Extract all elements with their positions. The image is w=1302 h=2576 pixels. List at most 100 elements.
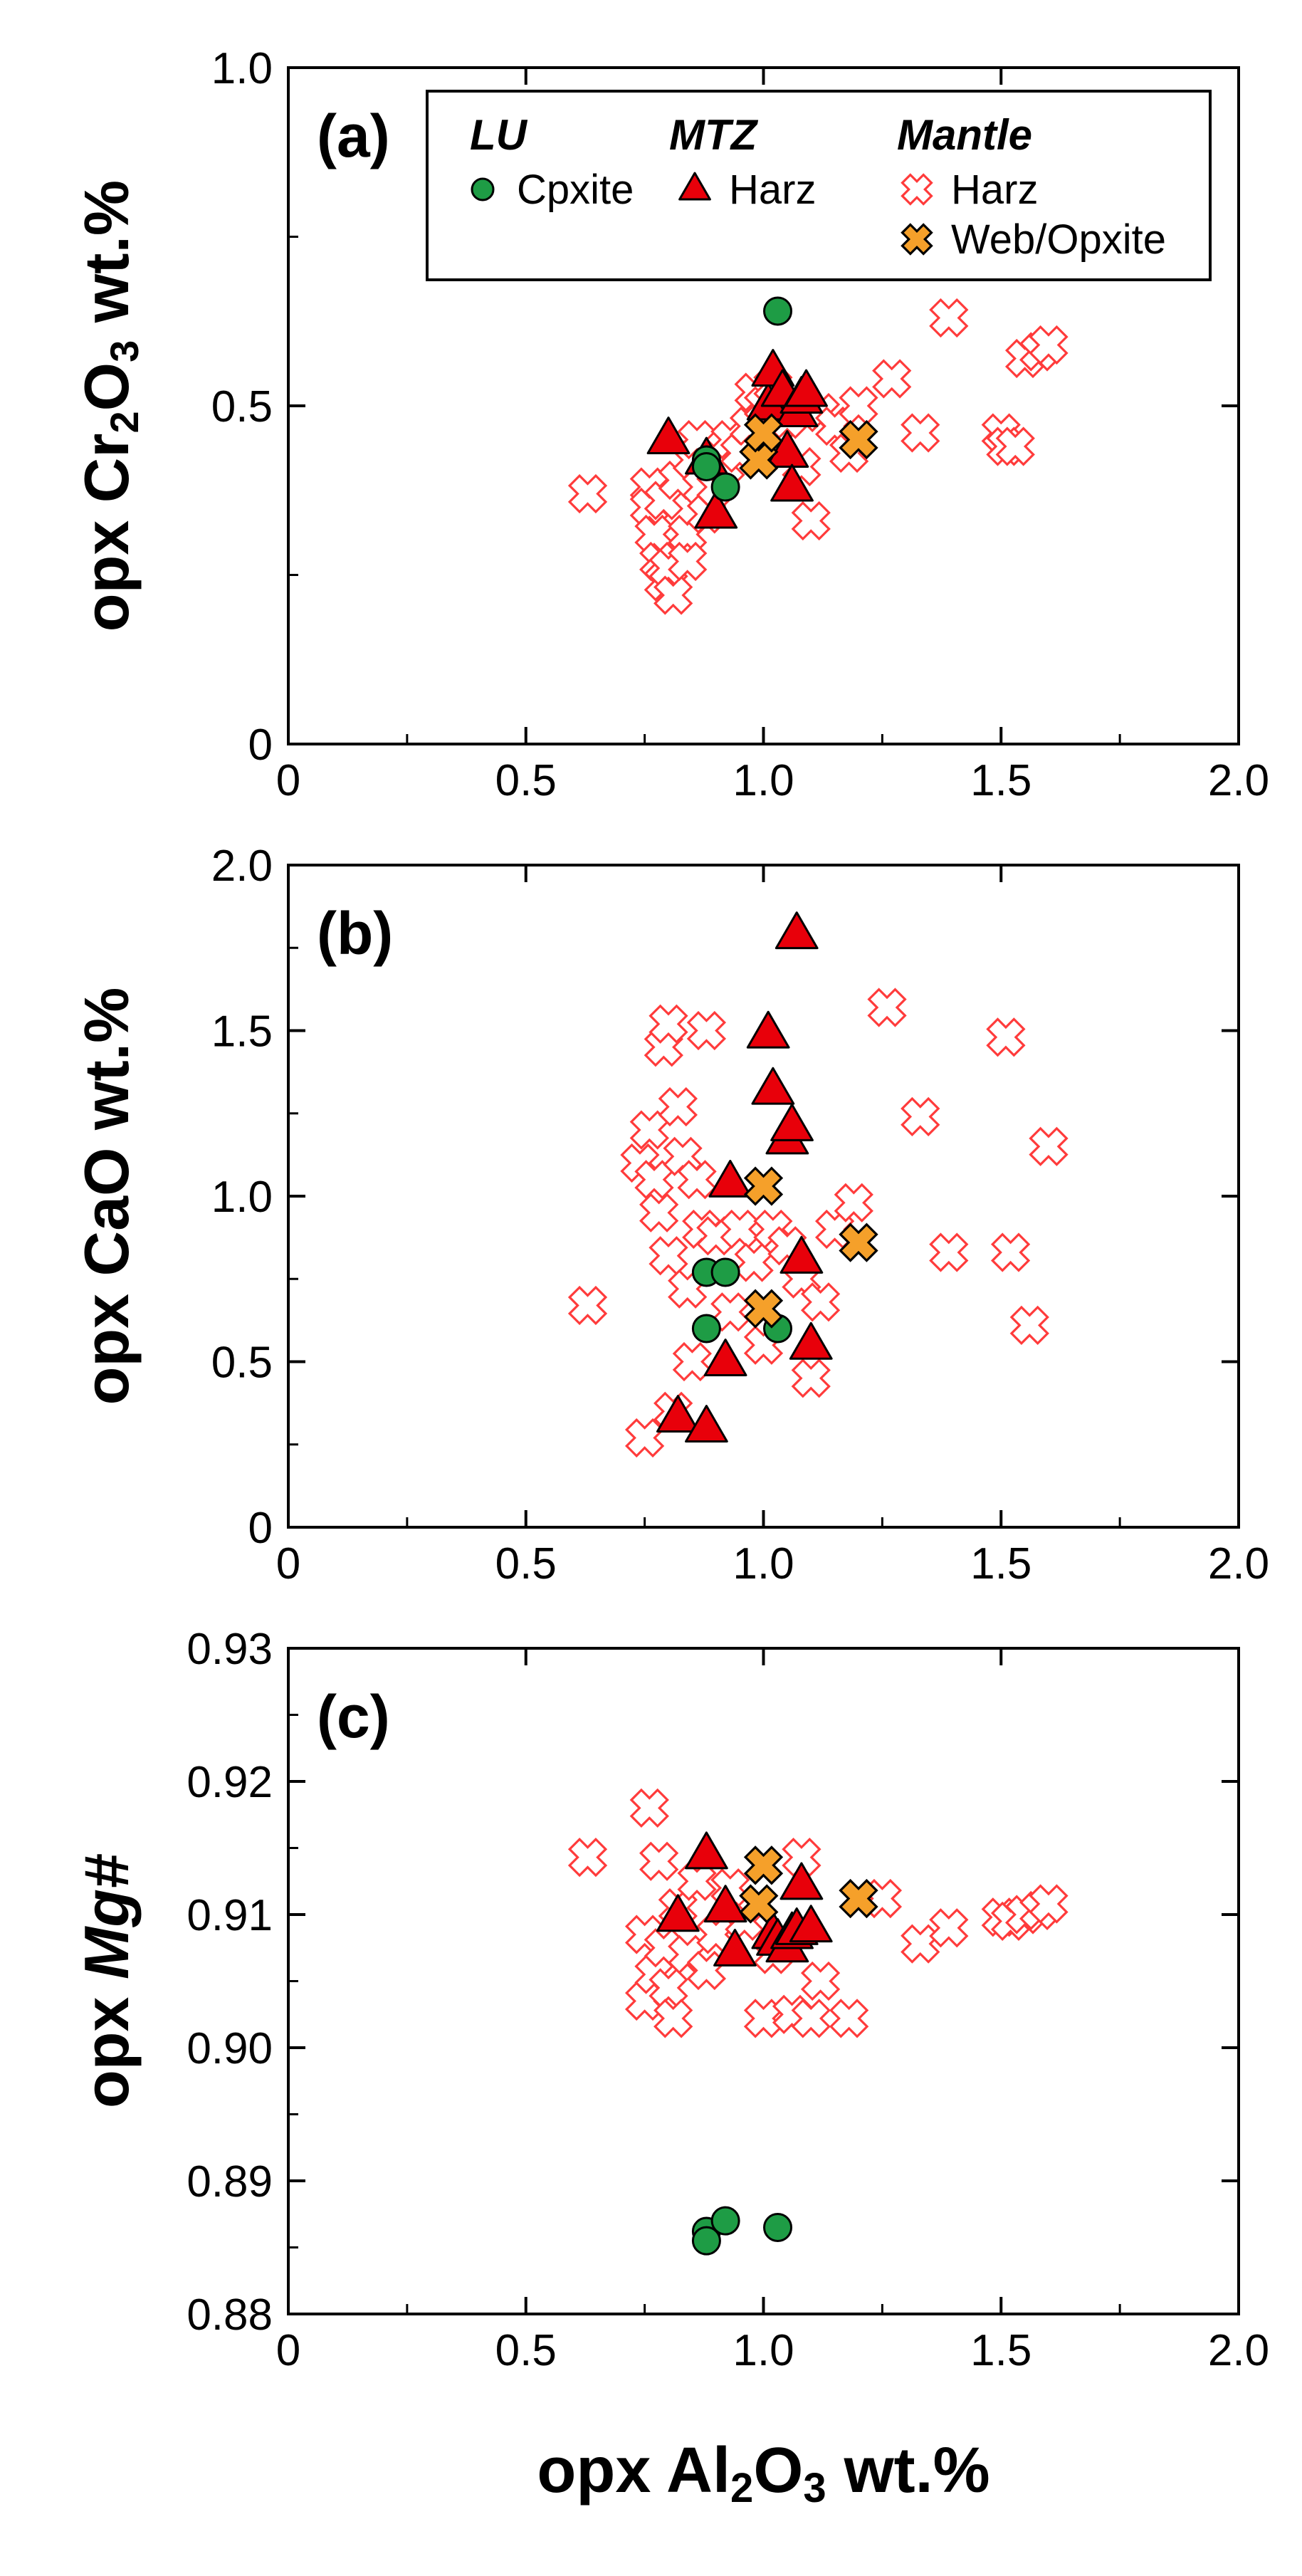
y-tick-label: 0.5 <box>211 382 273 431</box>
data-point <box>743 1166 784 1206</box>
data-point <box>649 1004 688 1044</box>
data-point <box>990 1232 1031 1272</box>
panel-label: (c) <box>317 1683 390 1750</box>
data-point <box>691 1314 721 1344</box>
y-tick-label: 2.0 <box>211 842 273 891</box>
data-point <box>751 1067 795 1105</box>
data-point <box>901 1924 940 1964</box>
x-tick-label: 1.0 <box>733 756 794 805</box>
data-point <box>986 1017 1026 1057</box>
data-point <box>710 1292 750 1332</box>
legend-entry-label: Harz <box>729 167 816 213</box>
data-point <box>791 1999 831 2038</box>
data-point <box>691 452 721 481</box>
data-point <box>743 1289 784 1329</box>
data-point <box>649 1236 688 1276</box>
legend-marker-xopen <box>901 173 933 206</box>
y-axis-label: opx Mg# <box>71 1854 142 2108</box>
legend-marker-xfilled <box>901 223 933 256</box>
legend-marker-triangle <box>678 172 711 201</box>
x-tick-label: 0 <box>276 756 300 805</box>
legend-group-title: MTZ <box>669 111 759 159</box>
y-axis-label: opx Cr2O3 wt.% <box>71 180 147 632</box>
data-point <box>784 369 828 407</box>
x-tick-label: 0 <box>276 2326 300 2375</box>
data-point <box>800 1961 841 2001</box>
data-point <box>1029 1884 1069 1924</box>
panel-label: (b) <box>317 900 393 967</box>
series-xopen <box>567 298 1069 615</box>
data-point <box>829 1999 869 2038</box>
data-point <box>791 501 831 541</box>
data-point <box>867 988 907 1027</box>
data-point <box>791 1358 831 1398</box>
data-point <box>710 1257 740 1287</box>
series-xfilled <box>739 413 878 480</box>
data-point <box>763 2212 793 2242</box>
x-tick-label: 1.5 <box>970 1539 1031 1588</box>
x-tick-label: 1.5 <box>970 756 1031 805</box>
series-triangle <box>656 911 833 1443</box>
data-point <box>839 1878 878 1919</box>
data-point <box>779 1235 824 1274</box>
data-point <box>658 1087 698 1127</box>
data-point <box>839 1222 878 1262</box>
data-point <box>685 1405 728 1443</box>
data-point <box>703 1339 747 1376</box>
series-xfilled <box>739 1845 878 1924</box>
y-tick-label: 0 <box>248 1504 273 1553</box>
panel-b: 0 0.5 1.0 1.5 2.0 0 0.5 1.0 1.5 2.0 (b) opx CaO wt.… <box>71 842 1269 1588</box>
data-point <box>789 1905 833 1943</box>
data-point <box>691 2226 721 2256</box>
data-point <box>834 1183 873 1222</box>
y-tick-label: 0.5 <box>211 1339 273 1388</box>
series-xfilled <box>743 1166 878 1329</box>
data-point <box>646 417 691 454</box>
data-point <box>710 472 740 502</box>
series-circle <box>691 296 793 502</box>
x-axis-label: opx Al2O3 wt.% <box>537 2435 989 2511</box>
x-tick-label: 1.5 <box>970 2326 1031 2375</box>
series-triangle <box>656 1831 833 1967</box>
data-point <box>929 1232 969 1272</box>
data-point <box>995 426 1035 466</box>
data-point <box>710 2206 740 2236</box>
data-point <box>567 1285 608 1326</box>
data-point <box>770 1103 814 1141</box>
data-point <box>763 296 793 326</box>
y-tick-label: 0.89 <box>187 2157 273 2206</box>
data-point <box>567 1837 608 1878</box>
plot-frame <box>287 1647 1240 2315</box>
data-point <box>677 1160 717 1200</box>
x-tick-label: 2.0 <box>1208 756 1269 805</box>
legend-group-title: LU <box>470 111 528 159</box>
data-point <box>656 1894 700 1932</box>
data-point <box>800 1282 841 1322</box>
y-tick-label: 1.5 <box>211 1007 273 1057</box>
data-point <box>901 413 940 453</box>
legend-entry-label: Cpxite <box>517 167 634 213</box>
x-tick-label: 0.5 <box>495 1539 557 1588</box>
data-point <box>672 1341 713 1382</box>
legend-marker-circle <box>471 177 495 201</box>
data-point <box>1029 325 1069 365</box>
data-point <box>779 1862 824 1900</box>
y-tick-label: 0.90 <box>187 2024 273 2073</box>
legend-entry-label: Web/Opxite <box>951 216 1166 263</box>
y-tick-label: 1.0 <box>211 1173 273 1222</box>
y-tick-label: 0.93 <box>187 1625 273 1674</box>
data-point <box>765 430 809 468</box>
data-point <box>746 1010 790 1049</box>
data-point <box>639 1841 679 1881</box>
data-point <box>1009 1305 1049 1345</box>
data-point <box>703 1885 747 1923</box>
data-point <box>739 1884 779 1924</box>
data-point <box>656 1395 700 1433</box>
data-point <box>713 1928 757 1967</box>
series-circle <box>691 2206 793 2256</box>
legend-entry-label: Harz <box>951 167 1038 213</box>
data-point <box>929 298 969 338</box>
data-point <box>775 911 819 950</box>
data-point <box>668 541 708 582</box>
